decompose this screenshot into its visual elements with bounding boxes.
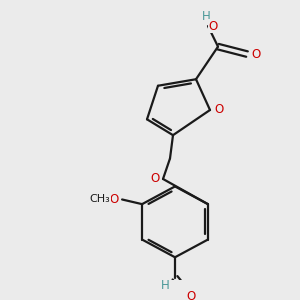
Text: O: O <box>186 290 196 300</box>
Text: CH₃: CH₃ <box>90 194 110 205</box>
Text: H: H <box>160 279 169 292</box>
Text: O: O <box>150 172 160 185</box>
Text: O: O <box>110 193 119 206</box>
Text: O: O <box>251 48 261 61</box>
Text: O: O <box>214 103 224 116</box>
Text: H: H <box>202 10 210 23</box>
Text: O: O <box>208 20 217 33</box>
